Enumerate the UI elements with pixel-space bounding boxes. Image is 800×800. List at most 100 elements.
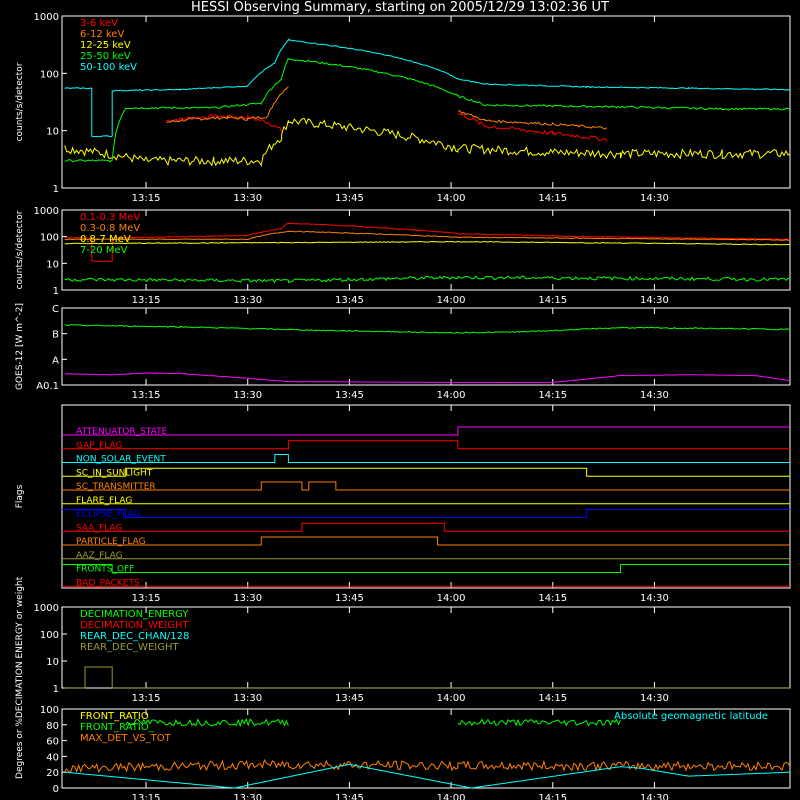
panel5-xtick-label: 13:30 — [233, 693, 262, 704]
panel6-ytick-label: 60 — [46, 737, 59, 748]
panel5-legend-entry: DECIMATION_ENERGY — [80, 609, 189, 620]
panel1-series-2 — [64, 117, 791, 167]
panel3-xtick-label: 13:15 — [132, 390, 161, 401]
panel2-ytick-label: 1000 — [34, 206, 59, 217]
panel1-xtick-label: 13:30 — [233, 193, 262, 204]
panel5-ytick-label: 100 — [40, 630, 59, 641]
panel5-xtick-label: 13:15 — [132, 693, 161, 704]
panel4-xtick-label: 14:15 — [538, 593, 567, 604]
panel4-xtick-label: 14:30 — [640, 593, 669, 604]
chart-title: HESSI Observing Summary, starting on 200… — [191, 0, 609, 15]
panel1-xtick-label: 14:15 — [538, 193, 567, 204]
panel3-frame — [61, 307, 791, 386]
panel4-flag-line — [62, 454, 790, 463]
panel2-xtick-label: 14:00 — [437, 295, 466, 306]
panel3-xtick-label: 13:45 — [335, 390, 364, 401]
panel6-xtick-label: 13:15 — [132, 793, 161, 800]
panel2-xtick-label: 13:15 — [132, 295, 161, 306]
panel1-legend-entry: 12-25 keV — [80, 40, 131, 51]
panel3-xtick-label: 14:00 — [437, 390, 466, 401]
panel1-series-4 — [64, 37, 791, 138]
panel4-flag-label: FRONTS_OFF — [76, 565, 134, 575]
panel5-legend-entry: REAR_DEC_CHAN/128 — [80, 631, 189, 642]
panel2-series-2 — [64, 240, 791, 246]
panel3-ytick-label: C — [52, 304, 59, 315]
panel4-flag-label: FLARE_FLAG — [76, 496, 132, 506]
panel5-xtick-label: 14:00 — [437, 693, 466, 704]
panel6-series-1 — [457, 718, 621, 727]
panel3-series-0 — [64, 324, 791, 334]
panel2-legend-entry: 0.8-7 MeV — [80, 234, 131, 245]
panel6-ytick-label: 40 — [46, 752, 59, 763]
panel4-frame — [61, 404, 791, 589]
panel3-xtick-label: 14:30 — [640, 390, 669, 401]
panel1-frame — [61, 15, 791, 189]
panel1-series-0 — [166, 113, 283, 132]
panel2-xtick-label: 13:45 — [335, 295, 364, 306]
panel3-ytick-label: B — [52, 330, 59, 341]
panel2-frame — [61, 209, 791, 291]
panel4-flag-line — [62, 467, 790, 477]
panel1-legend-entry: 3-6 keV — [80, 18, 118, 29]
panel4-flag-line — [62, 522, 790, 532]
panel6-frame — [61, 708, 791, 789]
panel1-series-3 — [64, 58, 791, 163]
panel6-series-3 — [64, 763, 791, 789]
panel4-xtick-label: 13:45 — [335, 593, 364, 604]
panel5-ytick-label: 10 — [46, 657, 59, 668]
panel4-xtick-label: 13:15 — [132, 593, 161, 604]
panel5-xtick-label: 14:15 — [538, 693, 567, 704]
panel1-legend-entry: 50-100 keV — [80, 62, 137, 73]
panel4-flag-line — [62, 509, 790, 518]
panel3-series-1 — [64, 372, 791, 384]
panel4-flag-label: SAA_FLAG — [76, 523, 122, 533]
panel3-xtick-label: 13:30 — [233, 390, 262, 401]
panel2-ytick-label: 10 — [46, 259, 59, 270]
panel4-flag-label: GAP_FLAG — [76, 441, 122, 451]
panel4-flag-line — [62, 564, 790, 573]
panel6-legend-entry: MAX_DET_VS_TOT — [80, 733, 172, 744]
panel4-flag-label: PARTICLE_FLAG — [76, 537, 146, 547]
panel5-ylabel: DECIMATION ENERGY or weight — [15, 576, 25, 718]
panel6-xtick-label: 14:15 — [538, 793, 567, 800]
panel4-flag-label: SC_IN_SUNLIGHT — [76, 468, 153, 478]
panel2-ylabel: counts/s/detector — [15, 210, 25, 289]
panel6-ytick-label: 100 — [40, 705, 59, 716]
panel4-flag-label: NON_SOLAR_EVENT — [76, 455, 166, 465]
panel4-flag-line — [62, 536, 790, 546]
panel5-xtick-label: 13:45 — [335, 693, 364, 704]
panel6-series-0 — [125, 717, 289, 728]
panel1-ytick-label: 10 — [46, 127, 59, 138]
panel1-series-5 — [457, 113, 608, 142]
panel1-legend-entry: 25-50 keV — [80, 51, 131, 62]
panel6-xtick-label: 14:00 — [437, 793, 466, 800]
panel2-xtick-label: 13:30 — [233, 295, 262, 306]
panel1-xtick-label: 13:15 — [132, 193, 161, 204]
panel4-xtick-label: 14:00 — [437, 593, 466, 604]
panel4-flag-label: SC_TRANSMITTER — [76, 482, 156, 492]
panel6-ytick-label: 20 — [46, 768, 59, 779]
panel4-flag-line — [62, 426, 790, 436]
panel6-ylabel: Degrees or % — [15, 718, 25, 779]
panel2-legend-entry: 0.3-0.8 MeV — [80, 223, 140, 234]
panel4-xtick-label: 13:30 — [233, 593, 262, 604]
panel3-ytick-label: A — [52, 355, 59, 366]
panel4-flag-line — [62, 481, 790, 491]
panel4-flag-label: AAZ_FLAG — [76, 551, 123, 561]
panel2-series-1 — [64, 230, 790, 241]
panel5-xtick-label: 14:30 — [640, 693, 669, 704]
panel6-annotation: Absolute geomagnetic latitude — [614, 711, 768, 722]
panel1-xtick-label: 14:30 — [640, 193, 669, 204]
panel6-series-2 — [64, 758, 791, 774]
panel1-legend-entry: 6-12 keV — [80, 29, 124, 40]
panel2-ytick-label: 1 — [53, 286, 59, 297]
panel6-legend-entry: FRONT_RATIO — [80, 711, 149, 722]
panel6-ytick-label: 0 — [53, 784, 59, 795]
panel4-flag-label: ECLIPSE_FLAG — [76, 510, 140, 520]
panel6-legend-entry: FRONT_RATIO_ — [80, 722, 155, 733]
panel5-series-0 — [64, 666, 790, 689]
panel4-ylabel: Flags — [15, 484, 25, 508]
panel5-ytick-label: 1000 — [34, 603, 59, 614]
panel1-ylabel: counts/s/detector — [15, 62, 25, 141]
